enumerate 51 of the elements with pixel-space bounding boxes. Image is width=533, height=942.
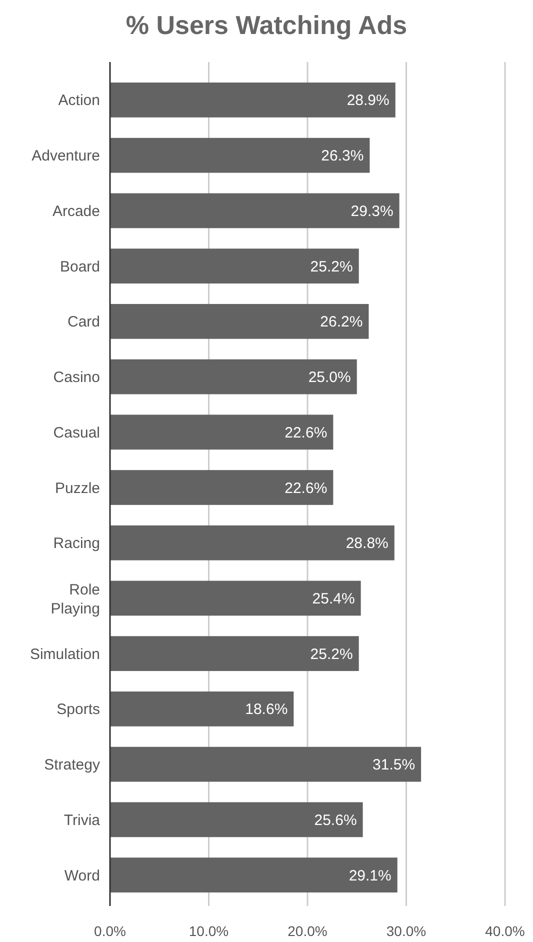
data-label: 26.3%	[321, 148, 364, 165]
chart-title: % Users Watching Ads	[126, 10, 408, 40]
y-tick-label: Puzzle	[54, 480, 100, 497]
bar	[110, 248, 359, 284]
y-tick-label: Sports	[56, 701, 100, 718]
data-label: 25.6%	[314, 812, 357, 829]
data-label: 25.2%	[310, 258, 353, 276]
data-label: 28.8%	[346, 535, 388, 552]
y-tick-label: Board	[60, 258, 100, 276]
x-tick-label: 30.0%	[386, 923, 426, 939]
y-tick-label: Strategy	[44, 756, 100, 774]
data-label: 29.3%	[350, 202, 394, 220]
data-label: 31.5%	[372, 756, 416, 774]
y-tick-label: Casual	[53, 424, 100, 442]
data-label: 25.4%	[312, 590, 355, 608]
y-tick-label: Action	[58, 92, 100, 110]
bar	[110, 525, 394, 560]
bar	[110, 359, 357, 394]
x-tick-label: 20.0%	[288, 923, 328, 939]
bar	[110, 802, 363, 838]
bar	[110, 746, 422, 782]
data-label: 29.1%	[348, 867, 392, 884]
data-label: 26.2%	[320, 314, 363, 331]
bar	[110, 636, 359, 672]
x-tick-label: 0.0%	[94, 923, 126, 939]
bar	[110, 692, 294, 726]
bar	[110, 470, 334, 505]
bar	[110, 580, 361, 616]
y-tick-label: Arcade	[52, 202, 100, 220]
data-label: 18.6%	[245, 701, 288, 718]
bar	[110, 82, 396, 118]
y-tick-label: Card	[67, 314, 100, 331]
bar	[110, 193, 400, 228]
bar	[110, 138, 370, 173]
x-tick-label: 40.0%	[485, 923, 525, 939]
x-tick-label: 10.0%	[188, 923, 229, 939]
data-label: 25.2%	[310, 646, 353, 663]
y-tick-label: Casino	[53, 369, 100, 386]
y-tick-label: Role Playing	[50, 581, 100, 618]
y-tick-label: Trivia	[64, 812, 101, 829]
y-tick-label: Simulation	[30, 646, 100, 663]
data-label: 22.6%	[284, 424, 328, 442]
bar	[110, 414, 334, 450]
y-tick-label: Word	[64, 867, 100, 884]
bar	[110, 858, 398, 892]
bar	[110, 304, 369, 339]
y-tick-label: Racing	[53, 535, 100, 552]
y-tick-label: Adventure	[32, 148, 100, 165]
data-label: 25.0%	[308, 369, 351, 386]
data-label: 22.6%	[284, 480, 328, 497]
data-label: 28.9%	[346, 92, 390, 110]
